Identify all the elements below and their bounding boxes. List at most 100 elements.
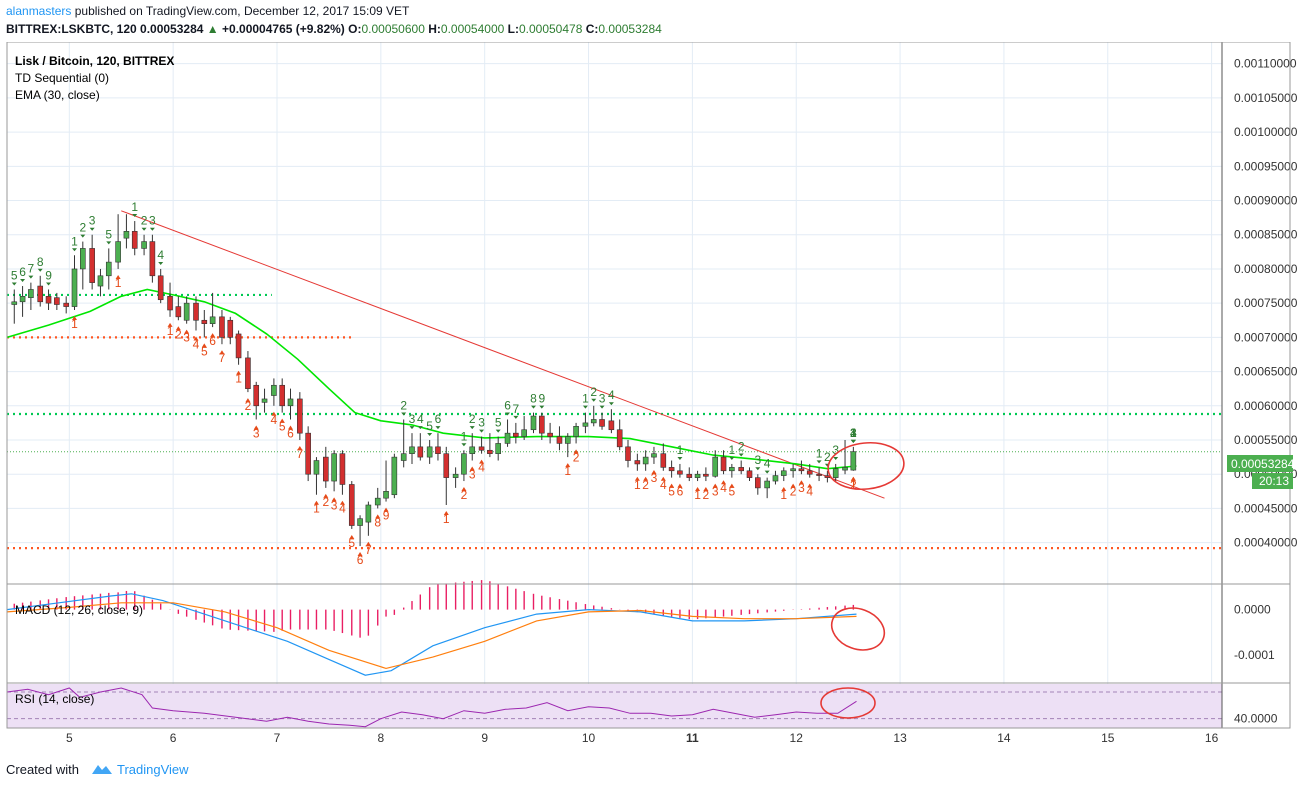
td-count-up: 3 — [850, 426, 857, 440]
cloud-logo-icon — [92, 765, 112, 774]
candle-up — [521, 429, 527, 437]
candle-up — [651, 453, 657, 458]
candle-down — [219, 316, 225, 338]
candle-up — [183, 302, 190, 321]
td-count-up: 7 — [513, 402, 520, 416]
candle-up — [105, 261, 112, 277]
candle-up — [780, 470, 787, 476]
td-arrow-down-icon — [409, 426, 415, 430]
td-count-up: 4 — [850, 426, 857, 440]
td-count-down: 2 — [573, 450, 580, 464]
td-count-up: 1 — [582, 392, 589, 406]
candle-down — [824, 475, 831, 478]
y-tick-label: 0.00085000 — [1234, 228, 1298, 242]
td-arrow-up-icon — [573, 449, 579, 454]
signal-line — [6, 602, 857, 670]
candle-down — [547, 432, 553, 437]
td-count-up: 2 — [400, 398, 407, 412]
low-label: L: — [507, 22, 519, 36]
y-tick-label: 0.00110000 — [1234, 57, 1297, 71]
candle-down — [89, 248, 95, 283]
td-count-up: 2 — [738, 440, 745, 454]
candle-down — [703, 473, 709, 477]
annotation-circle — [820, 687, 876, 719]
horizontal-levels — [7, 293, 1222, 550]
td-count-up: 2 — [141, 214, 148, 228]
td-count-up: 1 — [729, 443, 736, 457]
ema-polyline — [6, 288, 857, 470]
td-count-up: 3 — [832, 443, 839, 457]
author-link[interactable]: alanmasters — [6, 4, 72, 18]
td-arrow-up-icon — [288, 425, 293, 430]
candle-down — [339, 453, 346, 485]
td-count-up: 4 — [417, 412, 424, 426]
candle-down — [599, 419, 605, 427]
td-count-down: 2 — [461, 488, 468, 502]
td-arrow-down-icon — [582, 405, 588, 409]
candle-up — [729, 467, 735, 472]
trend-line — [121, 210, 885, 499]
td-count-down: 4 — [720, 481, 727, 495]
candle-down — [556, 436, 563, 444]
candle-up — [452, 473, 459, 478]
legend: Lisk / Bitcoin, 120, BITTREX TD Sequenti… — [15, 54, 174, 706]
td-count-up: 1 — [71, 234, 78, 248]
td-count-up: 5 — [495, 416, 502, 430]
td-count-down: 2 — [850, 478, 857, 492]
td-count-up: 1 — [850, 426, 857, 440]
td-arrow-up-icon — [479, 459, 485, 464]
y-tick-label: 0.00100000 — [1234, 125, 1298, 139]
ohlc-line: BITTREX:LSKBTC, 120 0.00053284 ▲ +0.0000… — [6, 22, 662, 36]
y-tick-label: 0.00060000 — [1234, 399, 1298, 413]
candle-down — [539, 415, 545, 434]
td-arrow-up-icon — [729, 483, 735, 488]
td-arrow-down-icon — [539, 405, 545, 409]
candle-up — [530, 415, 537, 431]
td-arrow-up-icon — [331, 497, 337, 502]
candle-up — [590, 419, 597, 424]
annotations — [820, 441, 905, 719]
x-tick-label: 12 — [790, 731, 804, 745]
td-arrow-up-icon — [313, 500, 319, 505]
td-count-up: 3 — [89, 214, 96, 228]
td-arrow-down-icon — [755, 467, 761, 471]
td-arrow-up-icon — [72, 316, 77, 320]
chart-frame — [6, 42, 1291, 729]
x-tick-label: 13 — [893, 731, 907, 745]
td-arrow-down-icon — [158, 261, 164, 265]
td-count-up: 6 — [504, 398, 511, 412]
candle-up — [400, 453, 407, 461]
created-with-label: Created with — [6, 762, 79, 777]
td-arrow-up-icon — [219, 350, 225, 355]
td-count-up: 1 — [461, 429, 468, 443]
candle-down — [435, 446, 441, 454]
grid — [7, 42, 1222, 728]
td-count-down: 1 — [780, 488, 787, 502]
candle-down — [297, 398, 303, 434]
symbol-label: BITTREX:LSKBTC, 120 — [6, 22, 137, 36]
tradingview-link[interactable]: TradingView — [117, 762, 189, 777]
td-count-up: 1 — [131, 200, 138, 214]
candle-up — [790, 468, 796, 472]
td-arrow-up-icon — [201, 343, 207, 348]
x-tick-label: 14 — [997, 731, 1011, 745]
candle-up — [11, 301, 18, 305]
candle-down — [668, 467, 675, 472]
y-tick-label: 0.00065000 — [1234, 365, 1298, 379]
candle-down — [746, 470, 753, 478]
close-value: 0.00053284 — [598, 22, 662, 36]
candle-up — [287, 398, 294, 407]
td-count-down: 3 — [712, 485, 719, 499]
td-count-down: 6 — [209, 334, 216, 348]
td-arrow-down-icon — [132, 214, 138, 218]
candle-up — [209, 316, 216, 324]
td-arrow-down-icon — [106, 241, 112, 245]
candle-down — [487, 449, 493, 454]
candle-down — [63, 302, 69, 307]
candle-up — [642, 456, 649, 465]
td-count-down: 7 — [365, 543, 372, 557]
candle-up — [357, 518, 363, 526]
candle-up — [564, 436, 571, 444]
